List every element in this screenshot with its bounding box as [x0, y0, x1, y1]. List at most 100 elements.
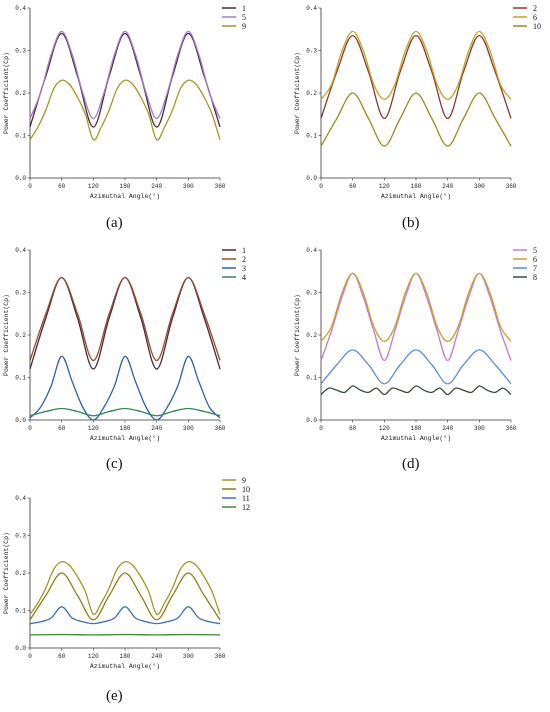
- y-tick-label: 0.3: [15, 290, 26, 297]
- y-tick-label: 0.4: [15, 247, 26, 254]
- x-axis-label: Azimuthal Angle(°): [90, 192, 160, 200]
- caption-d: (d): [402, 456, 420, 472]
- x-tick-label: 180: [411, 425, 422, 432]
- y-axis-label: Power Coefficient(Cp): [3, 532, 10, 614]
- legend-label-9: 9: [242, 22, 246, 31]
- y-tick-label: 0.0: [306, 175, 317, 182]
- x-tick-label: 360: [506, 425, 517, 432]
- legend-label-12: 12: [242, 503, 250, 512]
- y-tick-label: 0.4: [306, 247, 317, 254]
- caption-c: (c): [106, 456, 123, 472]
- x-tick-label: 360: [215, 183, 226, 190]
- legend-label-5: 5: [242, 13, 246, 22]
- x-tick-label: 240: [442, 425, 453, 432]
- legend-label-10: 10: [242, 485, 250, 494]
- x-axis-label: Azimuthal Angle(°): [90, 434, 160, 442]
- x-tick-label: 360: [506, 183, 517, 190]
- x-tick-label: 300: [474, 425, 485, 432]
- y-tick-label: 0.3: [306, 48, 317, 55]
- legend-label-10: 10: [533, 22, 541, 31]
- x-tick-label: 240: [151, 183, 162, 190]
- legend-label-6: 6: [533, 13, 537, 22]
- chart-c: 0 60 120 180 240 300 360 0.0 0.1 0.2 0.3 0.4 Azimuth…: [3, 246, 246, 442]
- x-tick-label: 300: [183, 425, 194, 432]
- series-line-6: [320, 272, 512, 343]
- x-tick-label: 180: [411, 183, 422, 190]
- y-axis-label: Power Coefficient(Cp): [294, 52, 301, 134]
- x-tick-label: 60: [58, 183, 66, 190]
- x-tick-label: 240: [151, 425, 162, 432]
- legend-label-4: 4: [242, 273, 246, 282]
- series-line-4: [29, 407, 221, 417]
- legend-label-2: 2: [533, 4, 537, 13]
- x-tick-label: 60: [58, 425, 66, 432]
- axes-e: 0 60 120 180 240 300 360 0.0 0.1 0.2 0.3 0.4 Azimuth…: [3, 495, 226, 670]
- chart-b: 0 60 120 180 240 300 360 0.0 0.1 0.2 0.3 0.4 Azimuth…: [294, 4, 541, 200]
- legend-label-6: 6: [533, 255, 537, 264]
- series-line-3: [29, 355, 221, 421]
- chart-e: 0 60 120 180 240 300 360 0.0 0.1 0.2 0.3 0.4 Azimuth…: [3, 476, 250, 670]
- legend-label-9: 9: [242, 476, 246, 485]
- series-line-10: [320, 92, 512, 147]
- x-tick-label: 300: [183, 183, 194, 190]
- series-line-5: [29, 30, 221, 120]
- x-tick-label: 0: [319, 425, 323, 432]
- series-line-10: [29, 572, 221, 621]
- y-axis-label: Power Coefficient(Cp): [294, 294, 301, 376]
- x-tick-label: 120: [88, 653, 99, 660]
- y-tick-label: 0.3: [306, 290, 317, 297]
- x-tick-label: 120: [88, 183, 99, 190]
- series-line-2: [320, 34, 512, 120]
- x-tick-label: 360: [215, 425, 226, 432]
- y-tick-label: 0.4: [15, 495, 26, 502]
- y-tick-label: 0.2: [15, 570, 26, 577]
- x-tick-label: 300: [474, 183, 485, 190]
- axes-d: 0 60 120 180 240 300 360 0.0 0.1 0.2 0.3 0.4 Azimuth…: [294, 247, 517, 442]
- legend-a: 159: [222, 4, 246, 31]
- x-tick-label: 240: [151, 653, 162, 660]
- y-tick-label: 0.0: [306, 417, 317, 424]
- y-axis-label: Power Coefficient(Cp): [3, 52, 10, 134]
- x-tick-label: 120: [379, 183, 390, 190]
- x-axis-label: Azimuthal Angle(°): [381, 434, 451, 442]
- y-tick-label: 0.0: [15, 175, 26, 182]
- caption-e: (e): [106, 688, 123, 704]
- x-tick-label: 60: [349, 425, 357, 432]
- y-tick-label: 0.2: [306, 332, 317, 339]
- caption-a: (a): [106, 215, 123, 231]
- series-line-9: [29, 79, 221, 141]
- chart-d: 0 60 120 180 240 300 360 0.0 0.1 0.2 0.3 0.4 Azimuth…: [294, 246, 537, 442]
- axes-a: 0 60 120 180 240 300 360 0.0 0.1 0.2 0.3 0.4 Azimuth…: [3, 5, 226, 200]
- series-line-8: [320, 385, 512, 396]
- series-line-2: [29, 276, 221, 362]
- x-tick-label: 180: [120, 425, 131, 432]
- chart-panel-d: 0 60 120 180 240 300 360 0.0 0.1 0.2 0.3 0.4 Azimuth…: [275, 242, 550, 482]
- x-tick-label: 60: [349, 183, 357, 190]
- y-tick-label: 0.1: [306, 133, 317, 140]
- y-tick-label: 0.0: [15, 645, 26, 652]
- y-tick-label: 0.4: [15, 5, 26, 12]
- chart-a: 0 60 120 180 240 300 360 0.0 0.1 0.2 0.3 0.4 Azimuth…: [3, 4, 246, 200]
- y-tick-label: 0.3: [15, 533, 26, 540]
- x-tick-label: 0: [28, 183, 32, 190]
- axes-c: 0 60 120 180 240 300 360 0.0 0.1 0.2 0.3 0.4 Azimuth…: [3, 247, 226, 442]
- y-tick-label: 0.2: [15, 332, 26, 339]
- series-line-7: [320, 349, 512, 385]
- y-tick-label: 0.1: [15, 608, 26, 615]
- axes-b: 0 60 120 180 240 300 360 0.0 0.1 0.2 0.3 0.4 Azimuth…: [294, 5, 517, 200]
- chart-panel-e: 0 60 120 180 240 300 360 0.0 0.1 0.2 0.3 0.4 Azimuth…: [0, 470, 275, 712]
- y-tick-label: 0.1: [15, 133, 26, 140]
- y-tick-label: 0.2: [15, 90, 26, 97]
- legend-label-8: 8: [533, 273, 537, 282]
- x-tick-label: 360: [215, 653, 226, 660]
- x-tick-label: 180: [120, 653, 131, 660]
- x-tick-label: 120: [88, 425, 99, 432]
- y-tick-label: 0.3: [15, 48, 26, 55]
- x-tick-label: 300: [183, 653, 194, 660]
- x-tick-label: 0: [28, 653, 32, 660]
- caption-b: (b): [402, 215, 420, 231]
